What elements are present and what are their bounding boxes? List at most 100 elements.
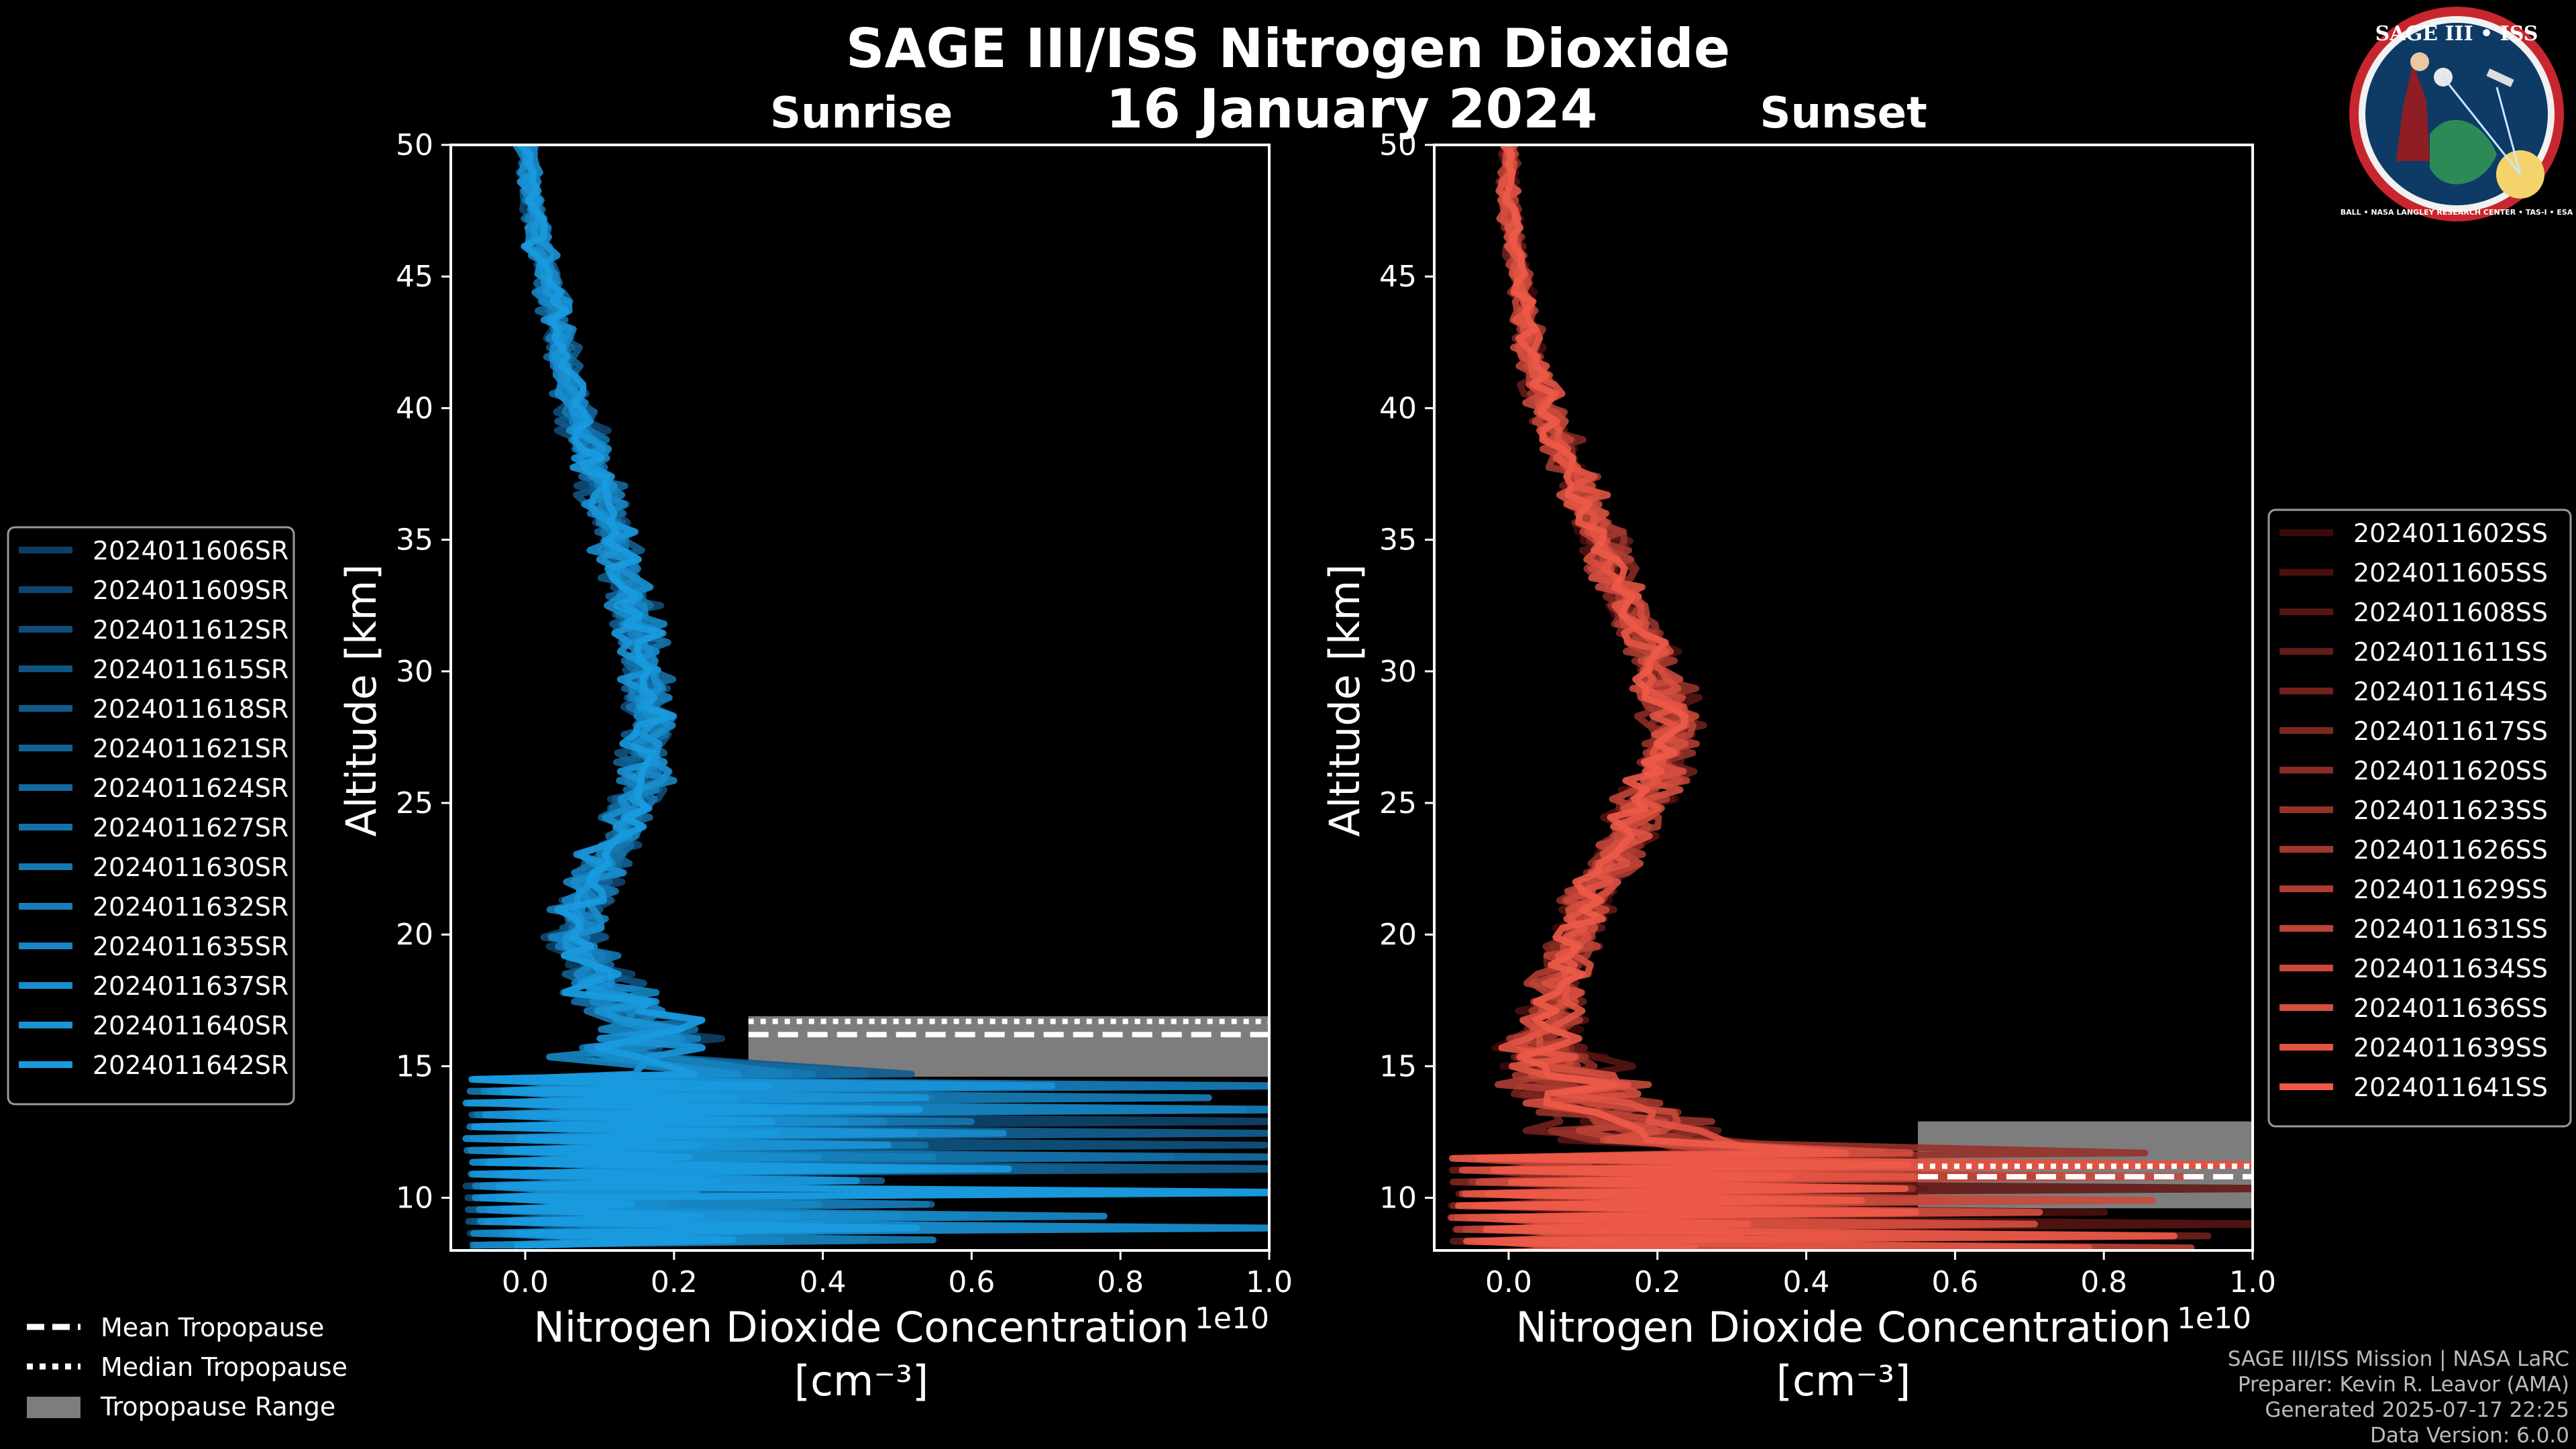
legend-label-2024011618SR: 2024011618SR <box>93 694 288 724</box>
sunrise-panel: Sunrise 0.0 0.2 0.4 0.6 0.8 1.0 10 15 20 25 30 35 40… <box>337 89 1293 1405</box>
tropopause-range-swatch <box>27 1397 80 1418</box>
y-tick-label: 20 <box>396 918 433 952</box>
sunset-x-scale-label: 1e10 <box>2177 1301 2251 1336</box>
y-tick-label: 50 <box>396 128 433 162</box>
profile-line-2024011639SS <box>1448 145 2253 1250</box>
logo-title: SAGE III • ISS <box>2375 22 2538 46</box>
tropopause-legend: Mean Tropopause Median Tropopause Tropop… <box>27 1313 347 1421</box>
y-tick-label: 15 <box>1379 1049 1417 1083</box>
legend-label-2024011623SS: 2024011623SS <box>2353 796 2548 825</box>
legend-label-2024011641SS: 2024011641SS <box>2353 1073 2548 1102</box>
y-tick-label: 45 <box>1379 260 1417 294</box>
sunset-legend: 2024011602SS 2024011605SS 2024011608SS 2024… <box>2267 508 2572 1128</box>
x-tick-label: 0.6 <box>1931 1265 1978 1299</box>
sunrise-x-axis-units: [cm⁻³] <box>794 1356 928 1405</box>
x-tick-label: 0.2 <box>651 1265 698 1299</box>
logo-ring-text: BALL • NASA LANGLEY RESEARCH CENTER • TA… <box>2341 208 2573 217</box>
sunset-x-axis-units: [cm⁻³] <box>1776 1356 1911 1405</box>
y-tick-label: 40 <box>396 391 433 425</box>
sunrise-panel-title: Sunrise <box>770 89 953 138</box>
legend-label-2024011608SS: 2024011608SS <box>2353 598 2548 627</box>
credits: SAGE III/ISS Mission | NASA LaRC Prepare… <box>2228 1347 2569 1448</box>
y-tick-label: 50 <box>1379 128 1417 162</box>
sunrise-x-scale-label: 1e10 <box>1195 1301 1269 1336</box>
median-tropopause-label: Median Tropopause <box>101 1352 347 1382</box>
y-tick-label: 15 <box>396 1049 433 1083</box>
legend-label-2024011606SR: 2024011606SR <box>93 536 288 566</box>
y-tick-label: 20 <box>1379 918 1417 952</box>
legend-frame <box>7 526 295 1106</box>
legend-label-2024011609SR: 2024011609SR <box>93 576 288 605</box>
sunset-y-axis-label: Altitude [km] <box>1320 564 1369 837</box>
plot-clip-group <box>462 145 1269 1249</box>
credit-line: Generated 2025-07-17 22:25 <box>2265 1398 2569 1422</box>
legend-label-2024011629SS: 2024011629SS <box>2353 875 2548 904</box>
legend-label-2024011624SR: 2024011624SR <box>93 773 288 803</box>
legend-label-2024011637SR: 2024011637SR <box>93 971 288 1001</box>
credit-line: Data Version: 6.0.0 <box>2370 1424 2569 1448</box>
profile-line-2024011641SS <box>1455 145 2178 1250</box>
x-tick-label: 1.0 <box>1246 1265 1293 1299</box>
plot-frame <box>449 144 1271 1252</box>
legend-frame <box>2267 508 2572 1128</box>
legend-label-2024011615SR: 2024011615SR <box>93 655 288 684</box>
mean-tropopause-label: Mean Tropopause <box>101 1313 324 1342</box>
y-tick-label: 10 <box>396 1181 433 1216</box>
sunrise-legend: 2024011606SR 2024011609SR 2024011612SR 2024… <box>7 526 295 1106</box>
sunset-x-axis-label: Nitrogen Dioxide Concentration <box>1515 1303 2171 1352</box>
plot-clip-group <box>1446 145 2253 1250</box>
x-tick-label: 0.2 <box>1634 1265 1681 1299</box>
sunrise-plot-area <box>449 144 1271 1252</box>
figure-title: SAGE III/ISS Nitrogen Dioxide <box>846 17 1730 80</box>
legend-label-2024011627SR: 2024011627SR <box>93 813 288 843</box>
credit-line: SAGE III/ISS Mission | NASA LaRC <box>2228 1347 2569 1371</box>
sunrise-y-axis-label: Altitude [km] <box>337 564 386 837</box>
legend-label-2024011634SS: 2024011634SS <box>2353 954 2548 983</box>
y-tick-label: 30 <box>1379 655 1417 689</box>
legend-label-2024011605SS: 2024011605SS <box>2353 558 2548 588</box>
legend-label-2024011631SS: 2024011631SS <box>2353 914 2548 944</box>
x-tick-label: 0.4 <box>1783 1265 1830 1299</box>
legend-label-2024011621SR: 2024011621SR <box>93 734 288 763</box>
sunset-panel-title: Sunset <box>1760 89 1927 138</box>
sage-iii-iss-logo: SAGE III • ISS BALL • NASA LANGLEY RESEA… <box>2341 7 2573 221</box>
x-tick-label: 0.8 <box>2080 1265 2127 1299</box>
tropopause-range-label: Tropopause Range <box>100 1392 335 1421</box>
x-tick-label: 0.6 <box>948 1265 995 1299</box>
legend-label-2024011617SS: 2024011617SS <box>2353 716 2548 746</box>
x-tick-label: 0.4 <box>800 1265 847 1299</box>
sunrise-ticks: 0.0 0.2 0.4 0.6 0.8 1.0 10 15 20 25 30 35 40 45 50 <box>396 128 1293 1299</box>
y-tick-label: 25 <box>396 786 433 820</box>
legend-label-2024011635SR: 2024011635SR <box>93 932 288 961</box>
legend-label-2024011620SS: 2024011620SS <box>2353 756 2548 786</box>
legend-label-2024011602SS: 2024011602SS <box>2353 519 2548 548</box>
legend-label-2024011611SS: 2024011611SS <box>2353 637 2548 667</box>
x-tick-label: 0.8 <box>1097 1265 1144 1299</box>
sunset-plot-area <box>1433 144 2254 1252</box>
legend-label-2024011642SR: 2024011642SR <box>93 1051 288 1080</box>
legend-label-2024011636SS: 2024011636SS <box>2353 994 2548 1023</box>
legend-label-2024011614SS: 2024011614SS <box>2353 677 2548 706</box>
x-tick-label: 1.0 <box>2229 1265 2276 1299</box>
y-tick-label: 40 <box>1379 391 1417 425</box>
y-tick-label: 30 <box>396 655 433 689</box>
x-tick-label: 0.0 <box>1485 1265 1532 1299</box>
profile-line-2024011642SR <box>462 145 1269 1249</box>
credit-line: Preparer: Kevin R. Leavor (AMA) <box>2238 1373 2569 1397</box>
y-tick-label: 35 <box>1379 523 1417 557</box>
sunrise-x-axis-label: Nitrogen Dioxide Concentration <box>533 1303 1189 1352</box>
y-tick-label: 25 <box>1379 786 1417 820</box>
legend-label-2024011640SR: 2024011640SR <box>93 1011 288 1040</box>
y-tick-label: 35 <box>396 523 433 557</box>
legend-label-2024011626SS: 2024011626SS <box>2353 835 2548 865</box>
y-tick-label: 45 <box>396 260 433 294</box>
y-tick-label: 10 <box>1379 1181 1417 1216</box>
plot-frame <box>1433 144 2254 1252</box>
legend-label-2024011612SR: 2024011612SR <box>93 615 288 645</box>
sunset-ticks: 0.0 0.2 0.4 0.6 0.8 1.0 10 15 20 25 30 35 40 45 50 <box>1379 128 2276 1299</box>
x-tick-label: 0.0 <box>502 1265 549 1299</box>
legend-label-2024011630SR: 2024011630SR <box>93 853 288 882</box>
legend-label-2024011632SR: 2024011632SR <box>93 892 288 922</box>
legend-label-2024011639SS: 2024011639SS <box>2353 1033 2548 1063</box>
